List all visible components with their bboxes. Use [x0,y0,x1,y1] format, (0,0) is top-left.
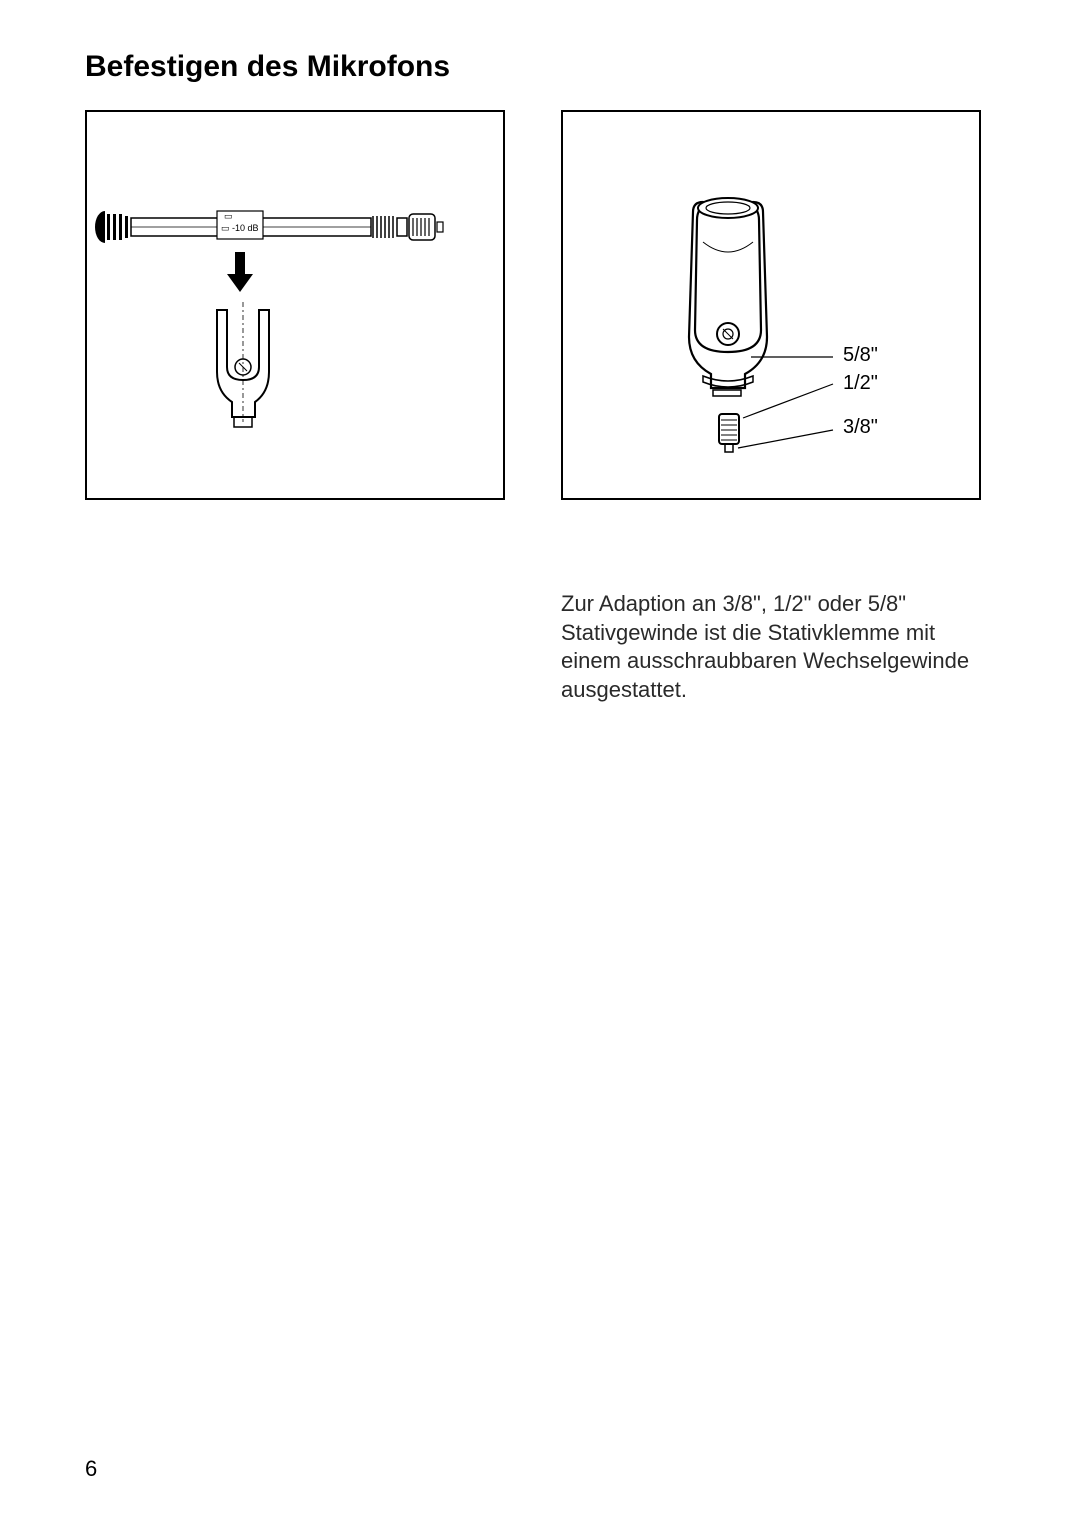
figure-box-mic-insertion: ▭ ▭ -10 dB [85,110,505,500]
page-title: Befestigen des Mikrofons [85,50,995,84]
down-arrow-icon [227,252,253,292]
thread-label-5-8: 5/8" [843,344,878,367]
body-text-column: Zur Adaption an 3/8", 1/2" oder 5/8" Sta… [561,590,981,704]
mic-insertion-illustration [87,112,507,502]
figure-box-thread-adapter: 5/8" 1/2" 3/8" [561,110,981,500]
switch-label-top: ▭ [224,211,233,222]
thread-label-3-8: 3/8" [843,416,878,439]
page-number: 6 [85,1456,97,1482]
thread-label-1-2: 1/2" [843,372,878,395]
body-paragraph: Zur Adaption an 3/8", 1/2" oder 5/8" Sta… [561,590,981,704]
thread-adapter-illustration [563,112,983,502]
switch-label-bottom: ▭ -10 dB [221,223,259,234]
figures-row: ▭ ▭ -10 dB [85,110,995,500]
